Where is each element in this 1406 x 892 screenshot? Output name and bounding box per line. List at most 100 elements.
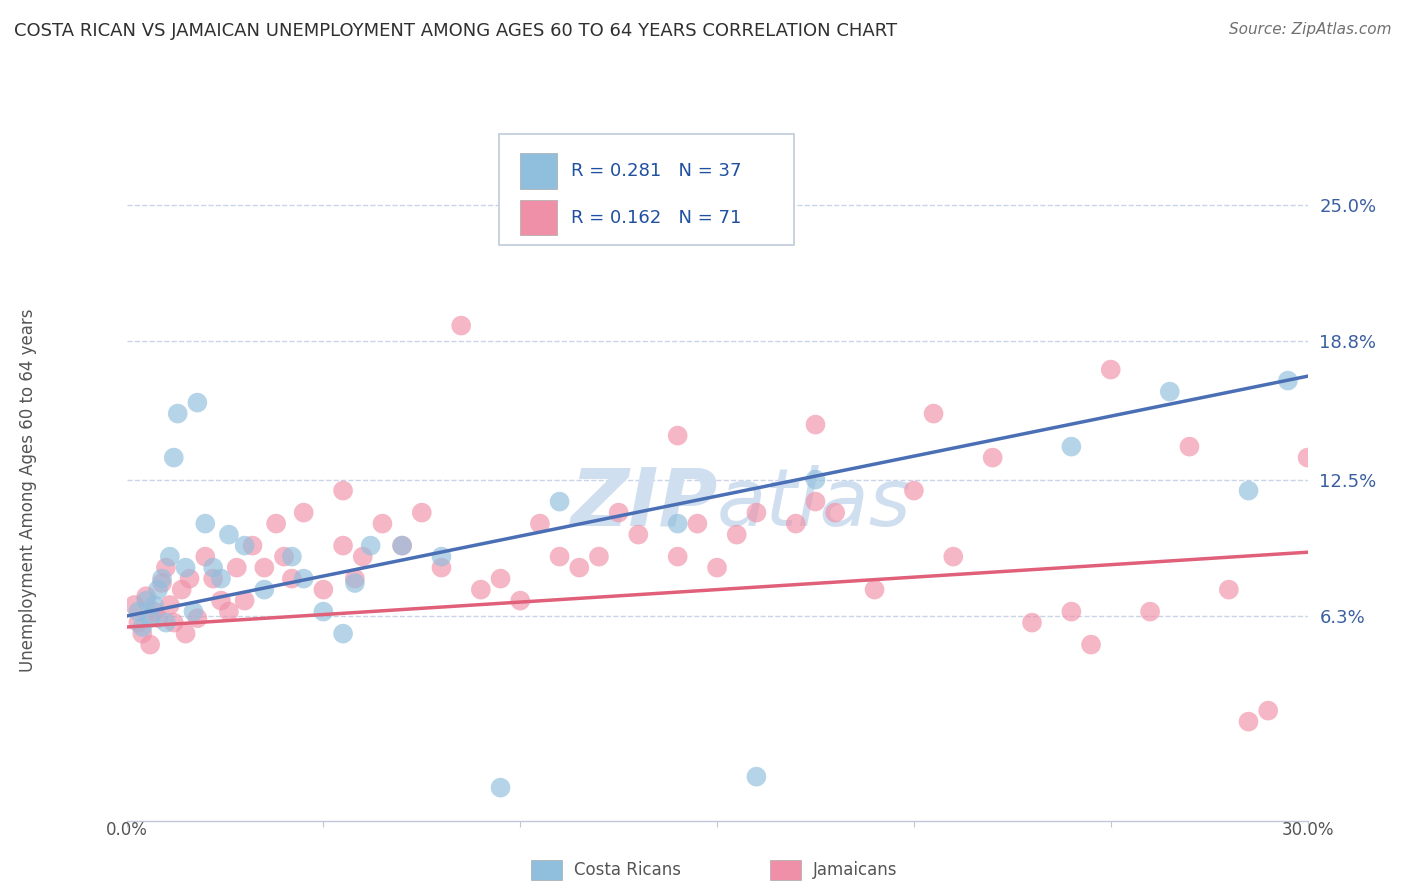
Point xyxy=(489,780,512,795)
Point xyxy=(666,549,689,564)
Point xyxy=(903,483,925,498)
Point xyxy=(242,539,264,553)
Point xyxy=(202,560,225,574)
Point xyxy=(1178,440,1201,454)
Point xyxy=(194,516,217,531)
Point xyxy=(159,549,181,564)
Point xyxy=(529,516,551,531)
Point xyxy=(804,473,827,487)
Point xyxy=(131,620,153,634)
Point xyxy=(343,572,366,586)
Point xyxy=(150,576,173,591)
Text: Costa Ricans: Costa Ricans xyxy=(574,861,681,879)
Point xyxy=(127,615,149,630)
Text: R = 0.162   N = 71: R = 0.162 N = 71 xyxy=(571,209,741,227)
Point xyxy=(332,483,354,498)
Point xyxy=(183,605,205,619)
Point xyxy=(863,582,886,597)
Point xyxy=(174,560,197,574)
Point xyxy=(824,506,846,520)
Point xyxy=(218,527,240,541)
Point xyxy=(1237,714,1260,729)
Point xyxy=(352,549,374,564)
Point xyxy=(139,611,162,625)
Point xyxy=(411,506,433,520)
Point xyxy=(273,549,295,564)
Point xyxy=(166,407,188,421)
Point xyxy=(922,407,945,421)
Point xyxy=(155,560,177,574)
Point xyxy=(666,516,689,531)
Text: Jamaicans: Jamaicans xyxy=(813,861,897,879)
Point xyxy=(1080,638,1102,652)
Point xyxy=(253,582,276,597)
Point xyxy=(159,598,181,612)
Point xyxy=(1021,615,1043,630)
Point xyxy=(218,605,240,619)
Point xyxy=(489,572,512,586)
Point xyxy=(804,417,827,432)
Point xyxy=(209,572,232,586)
Point xyxy=(194,549,217,564)
Point xyxy=(139,638,162,652)
Text: 30.0%: 30.0% xyxy=(1281,821,1334,838)
Point xyxy=(548,494,571,508)
Point xyxy=(666,428,689,442)
Point xyxy=(312,582,335,597)
Point xyxy=(1218,582,1240,597)
Point xyxy=(292,506,315,520)
Point xyxy=(332,539,354,553)
Point xyxy=(146,611,169,625)
Text: ZIP: ZIP xyxy=(569,465,717,543)
Point xyxy=(981,450,1004,465)
Point xyxy=(174,626,197,640)
Point xyxy=(163,450,186,465)
Point xyxy=(450,318,472,333)
Point xyxy=(233,593,256,607)
Point xyxy=(430,560,453,574)
Point xyxy=(186,611,208,625)
Point xyxy=(312,605,335,619)
Point xyxy=(371,516,394,531)
Point xyxy=(1159,384,1181,399)
Text: Source: ZipAtlas.com: Source: ZipAtlas.com xyxy=(1229,22,1392,37)
Point xyxy=(1099,362,1122,376)
Point xyxy=(150,572,173,586)
Point xyxy=(135,593,157,607)
Point xyxy=(745,770,768,784)
Point xyxy=(1277,374,1299,388)
Point xyxy=(332,626,354,640)
Point xyxy=(127,605,149,619)
Point xyxy=(391,539,413,553)
Point xyxy=(391,539,413,553)
Point xyxy=(588,549,610,564)
Point xyxy=(124,598,146,612)
Point xyxy=(253,560,276,574)
Point xyxy=(1257,704,1279,718)
Text: R = 0.281   N = 37: R = 0.281 N = 37 xyxy=(571,162,741,180)
Point xyxy=(745,506,768,520)
Point xyxy=(430,549,453,564)
Text: COSTA RICAN VS JAMAICAN UNEMPLOYMENT AMONG AGES 60 TO 64 YEARS CORRELATION CHART: COSTA RICAN VS JAMAICAN UNEMPLOYMENT AMO… xyxy=(14,22,897,40)
Point xyxy=(146,582,169,597)
Point xyxy=(470,582,492,597)
Point xyxy=(627,527,650,541)
Point xyxy=(548,549,571,564)
Point xyxy=(360,539,382,553)
Point xyxy=(725,527,748,541)
Point xyxy=(186,395,208,409)
Point xyxy=(785,516,807,531)
Point xyxy=(607,506,630,520)
Point xyxy=(1237,483,1260,498)
Point xyxy=(343,576,366,591)
Point xyxy=(143,605,166,619)
Text: 0.0%: 0.0% xyxy=(105,821,148,838)
Point xyxy=(706,560,728,574)
Point xyxy=(209,593,232,607)
Text: Unemployment Among Ages 60 to 64 years: Unemployment Among Ages 60 to 64 years xyxy=(20,309,37,673)
Point xyxy=(163,615,186,630)
Point xyxy=(1139,605,1161,619)
Point xyxy=(281,572,304,586)
Point xyxy=(225,560,247,574)
Point xyxy=(281,549,304,564)
